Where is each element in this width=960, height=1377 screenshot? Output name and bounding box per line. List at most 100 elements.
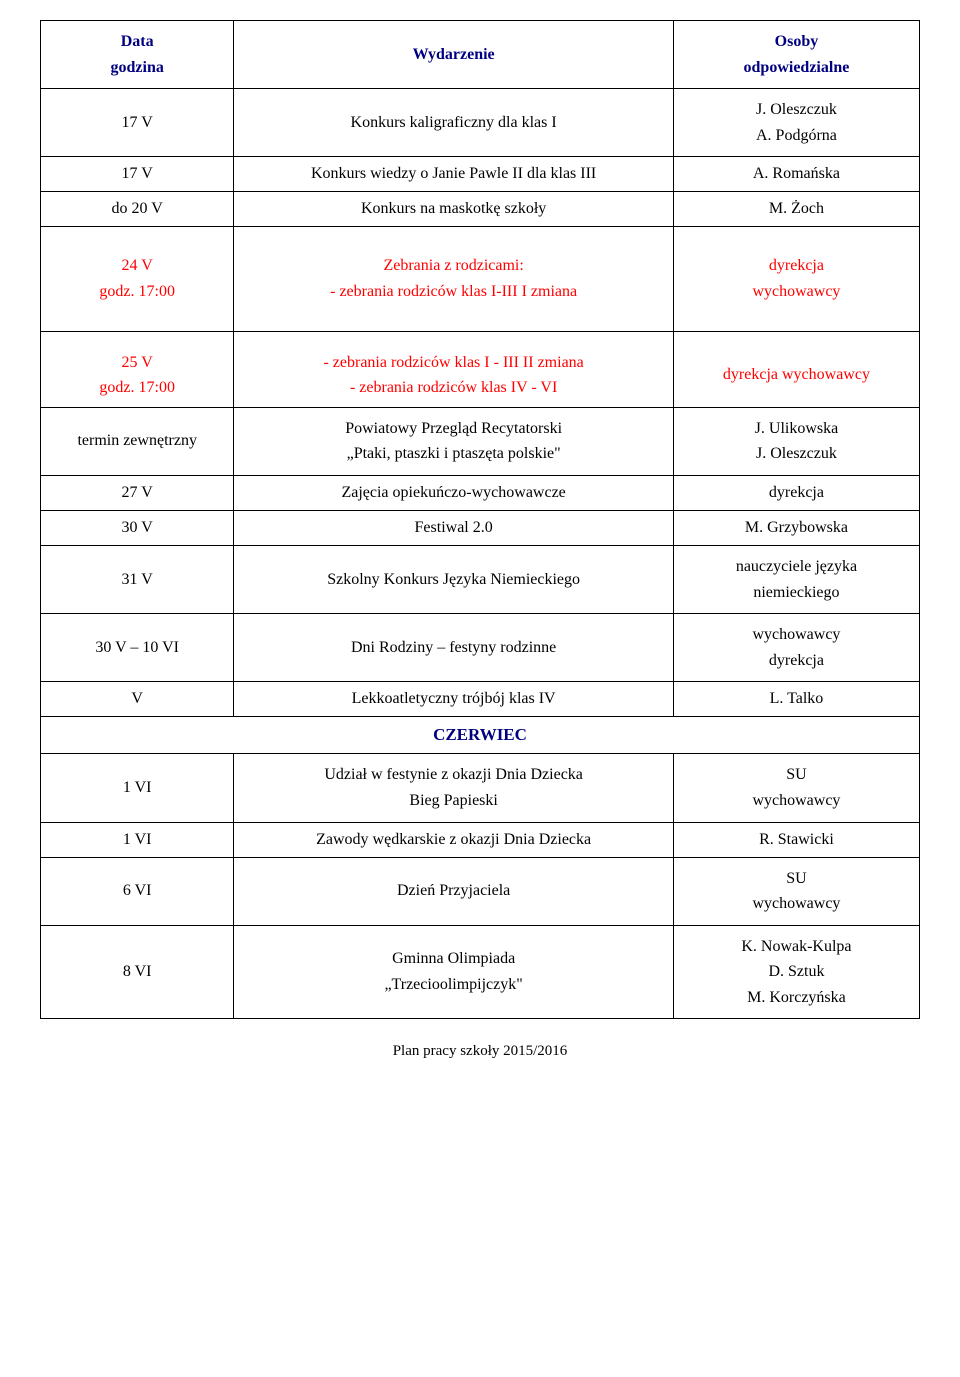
resp-line: K. Nowak-Kulpa: [680, 934, 913, 960]
header-event: Wydarzenie: [234, 21, 674, 89]
cell-date: 6 VI: [41, 857, 234, 925]
resp-line: nauczyciele języka: [680, 554, 913, 580]
header-date: Data godzina: [41, 21, 234, 89]
cell-resp: R. Stawicki: [673, 822, 919, 857]
cell-event: Gminna Olimpiada „Trzecioolimpijczyk": [234, 925, 674, 1019]
cell-event: Lekkoatletyczny trójbój klas IV: [234, 682, 674, 717]
cell-event: Festiwal 2.0: [234, 510, 674, 545]
table-row: 17 V Konkurs wiedzy o Janie Pawle II dla…: [41, 157, 920, 192]
event-line: - zebrania rodziców klas I - III II zmia…: [240, 350, 667, 376]
cell-date: 17 V: [41, 89, 234, 157]
schedule-table: Data godzina Wydarzenie Osoby odpowiedzi…: [40, 20, 920, 1019]
cell-date: 24 V godz. 17:00: [41, 227, 234, 331]
page-footer: Plan pracy szkoły 2015/2016: [40, 1043, 920, 1060]
table-row: 1 VI Zawody wędkarskie z okazji Dnia Dzi…: [41, 822, 920, 857]
date-line: godz. 17:00: [47, 279, 227, 305]
event-line: Udział w festynie z okazji Dnia Dziecka: [240, 762, 667, 788]
cell-resp: dyrekcja: [673, 475, 919, 510]
event-line: Powiatowy Przegląd Recytatorski: [240, 416, 667, 442]
resp-line: SU: [680, 762, 913, 788]
resp-line: niemieckiego: [680, 580, 913, 606]
resp-line: J. Oleszczuk: [680, 441, 913, 467]
cell-date: 8 VI: [41, 925, 234, 1019]
resp-line: dyrekcja: [680, 253, 913, 279]
event-line: Bieg Papieski: [240, 788, 667, 814]
cell-event: Udział w festynie z okazji Dnia Dziecka …: [234, 754, 674, 822]
cell-event: Szkolny Konkurs Języka Niemieckiego: [234, 545, 674, 613]
cell-resp: K. Nowak-Kulpa D. Sztuk M. Korczyńska: [673, 925, 919, 1019]
cell-event: Powiatowy Przegląd Recytatorski „Ptaki, …: [234, 407, 674, 475]
table-row: 30 V Festiwal 2.0 M. Grzybowska: [41, 510, 920, 545]
resp-line: dyrekcja: [680, 648, 913, 674]
header-date-line2: godzina: [47, 55, 227, 81]
event-line: „Trzecioolimpijczyk": [240, 972, 667, 998]
cell-date: 30 V – 10 VI: [41, 614, 234, 682]
cell-resp: J. Oleszczuk A. Podgórna: [673, 89, 919, 157]
table-row-red: 25 V godz. 17:00 - zebrania rodziców kla…: [41, 331, 920, 407]
cell-event: Zawody wędkarskie z okazji Dnia Dziecka: [234, 822, 674, 857]
event-line: - zebrania rodziców klas I-III I zmiana: [240, 279, 667, 305]
cell-event: Konkurs wiedzy o Janie Pawle II dla klas…: [234, 157, 674, 192]
table-row: 8 VI Gminna Olimpiada „Trzecioolimpijczy…: [41, 925, 920, 1019]
table-row: termin zewnętrzny Powiatowy Przegląd Rec…: [41, 407, 920, 475]
resp-line: wychowawcy: [680, 891, 913, 917]
table-row: 30 V – 10 VI Dni Rodziny – festyny rodzi…: [41, 614, 920, 682]
resp-line: J. Ulikowska: [680, 416, 913, 442]
cell-date: 1 VI: [41, 822, 234, 857]
table-row: 6 VI Dzień Przyjaciela SU wychowawcy: [41, 857, 920, 925]
cell-date: 1 VI: [41, 754, 234, 822]
cell-date: 17 V: [41, 157, 234, 192]
cell-event: Zajęcia opiekuńczo-wychowawcze: [234, 475, 674, 510]
cell-resp: M. Grzybowska: [673, 510, 919, 545]
cell-resp: wychowawcy dyrekcja: [673, 614, 919, 682]
month-header-row: CZERWIEC: [41, 717, 920, 754]
cell-resp: SU wychowawcy: [673, 857, 919, 925]
resp-line: SU: [680, 866, 913, 892]
cell-resp: L. Talko: [673, 682, 919, 717]
resp-line: A. Podgórna: [680, 123, 913, 149]
resp-line: wychowawcy: [680, 279, 913, 305]
resp-line: wychowawcy: [680, 622, 913, 648]
date-line: 24 V: [47, 253, 227, 279]
resp-line: M. Korczyńska: [680, 985, 913, 1011]
header-resp: Osoby odpowiedzialne: [673, 21, 919, 89]
cell-date: 27 V: [41, 475, 234, 510]
cell-event: Konkurs kaligraficzny dla klas I: [234, 89, 674, 157]
table-row: 1 VI Udział w festynie z okazji Dnia Dzi…: [41, 754, 920, 822]
table-header-row: Data godzina Wydarzenie Osoby odpowiedzi…: [41, 21, 920, 89]
cell-resp: SU wychowawcy: [673, 754, 919, 822]
cell-event: Konkurs na maskotkę szkoły: [234, 192, 674, 227]
date-line: 25 V: [47, 350, 227, 376]
header-resp-line1: Osoby: [680, 29, 913, 55]
table-row: V Lekkoatletyczny trójbój klas IV L. Tal…: [41, 682, 920, 717]
cell-resp: dyrekcja wychowawcy: [673, 331, 919, 407]
resp-line: D. Sztuk: [680, 959, 913, 985]
event-line: Zebrania z rodzicami:: [240, 253, 667, 279]
table-row: 27 V Zajęcia opiekuńczo-wychowawcze dyre…: [41, 475, 920, 510]
cell-date: 25 V godz. 17:00: [41, 331, 234, 407]
date-line: godz. 17:00: [47, 375, 227, 401]
table-row: 31 V Szkolny Konkurs Języka Niemieckiego…: [41, 545, 920, 613]
cell-event: - zebrania rodziców klas I - III II zmia…: [234, 331, 674, 407]
cell-event: Dzień Przyjaciela: [234, 857, 674, 925]
month-header-cell: CZERWIEC: [41, 717, 920, 754]
header-date-line1: Data: [47, 29, 227, 55]
event-line: - zebrania rodziców klas IV - VI: [240, 375, 667, 401]
cell-event: Dni Rodziny – festyny rodzinne: [234, 614, 674, 682]
cell-date: termin zewnętrzny: [41, 407, 234, 475]
table-row: 17 V Konkurs kaligraficzny dla klas I J.…: [41, 89, 920, 157]
cell-date: V: [41, 682, 234, 717]
cell-resp: J. Ulikowska J. Oleszczuk: [673, 407, 919, 475]
cell-resp: A. Romańska: [673, 157, 919, 192]
table-row-red: 24 V godz. 17:00 Zebrania z rodzicami: -…: [41, 227, 920, 331]
cell-date: 30 V: [41, 510, 234, 545]
header-resp-line2: odpowiedzialne: [680, 55, 913, 81]
event-line: „Ptaki, ptaszki i ptaszęta polskie": [240, 441, 667, 467]
cell-resp: M. Żoch: [673, 192, 919, 227]
cell-event: Zebrania z rodzicami: - zebrania rodzicó…: [234, 227, 674, 331]
cell-date: do 20 V: [41, 192, 234, 227]
resp-line: wychowawcy: [680, 788, 913, 814]
cell-resp: dyrekcja wychowawcy: [673, 227, 919, 331]
event-line: Gminna Olimpiada: [240, 946, 667, 972]
cell-resp: nauczyciele języka niemieckiego: [673, 545, 919, 613]
